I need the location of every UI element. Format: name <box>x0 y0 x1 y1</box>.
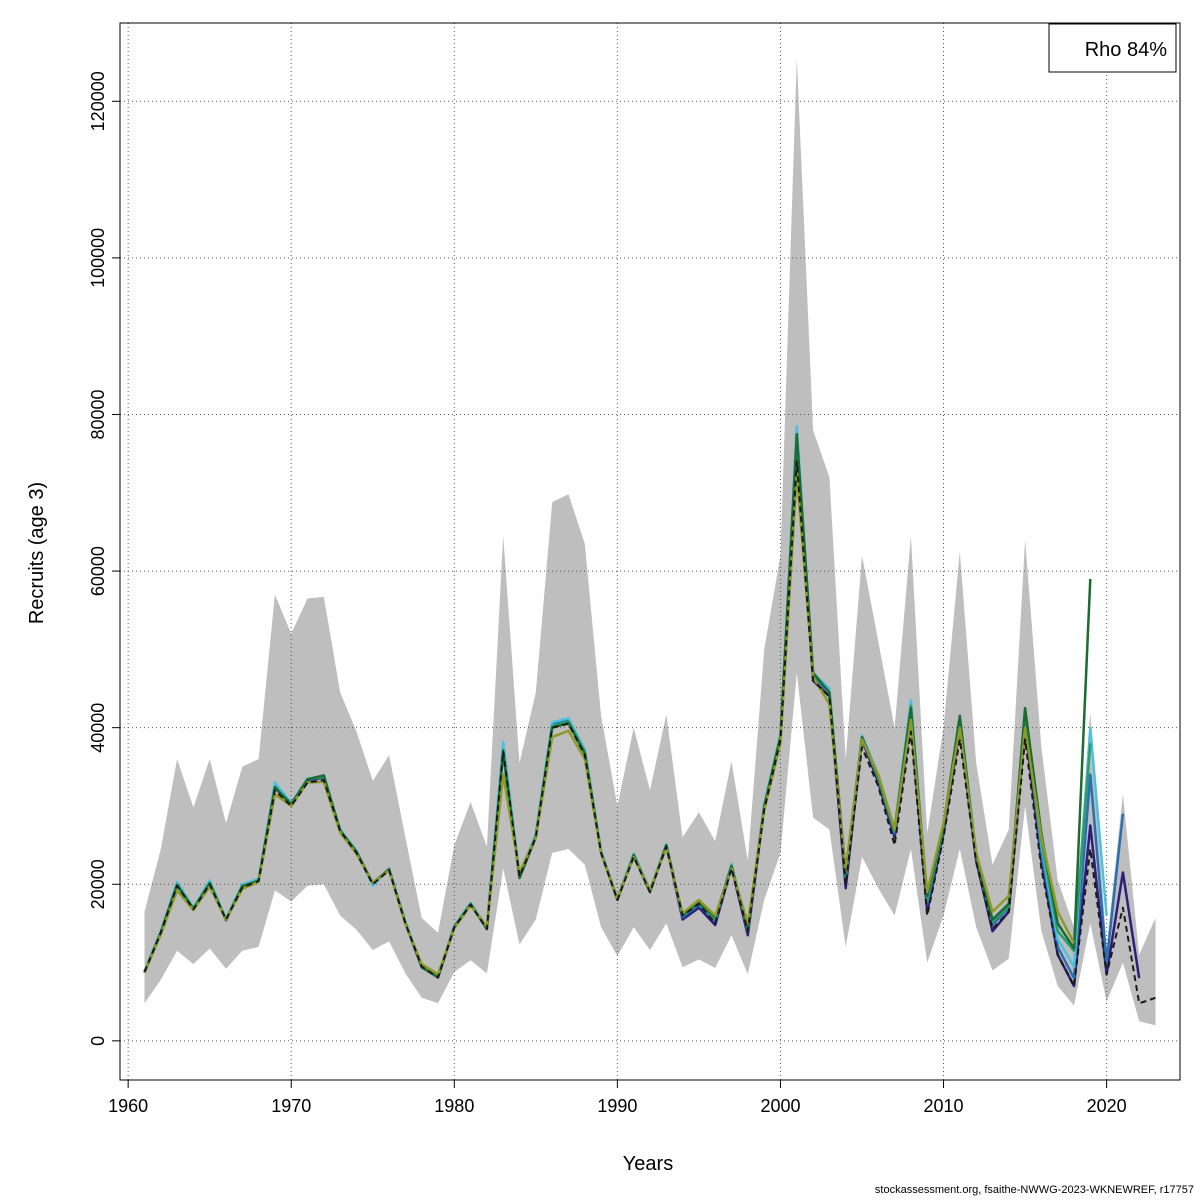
axis-layer: 1960 1970 1980 1990 2000 2010 2020 0 20000 40000 6… <box>88 71 1127 1116</box>
y-tick-label: 120000 <box>88 71 108 131</box>
legend: Rho 84% <box>1048 23 1177 73</box>
x-tick-label: 2020 <box>1087 1096 1127 1116</box>
plot-frame <box>119 22 1181 1081</box>
y-tick-label: 80000 <box>88 389 108 439</box>
series-layer <box>143 424 1156 1005</box>
legend-label: Rho 84% <box>1085 39 1167 61</box>
series-line-1 <box>143 460 1156 1005</box>
y-tick-label: 100000 <box>88 228 108 288</box>
x-tick-label: 1990 <box>597 1096 637 1116</box>
grid-layer <box>120 23 1180 1080</box>
y-tick-label: 40000 <box>88 703 108 753</box>
x-tick-label: 2000 <box>760 1096 800 1116</box>
x-tick-label: 2010 <box>924 1096 964 1116</box>
y-tick-label: 0 <box>88 1036 108 1046</box>
legend-box <box>1048 23 1177 73</box>
y-tick-label: 60000 <box>88 546 108 596</box>
x-tick-label: 1980 <box>434 1096 474 1116</box>
y-tick-label: 20000 <box>88 859 108 909</box>
y-axis-title: Recruits (age 3) <box>26 482 48 624</box>
footer-credit: stockassessment.org, fsaithe-NWWG-2023-W… <box>874 1184 1194 1196</box>
x-axis-title: Years <box>623 1153 673 1175</box>
x-tick-label: 1970 <box>271 1096 311 1116</box>
x-tick-label: 1960 <box>108 1096 148 1116</box>
